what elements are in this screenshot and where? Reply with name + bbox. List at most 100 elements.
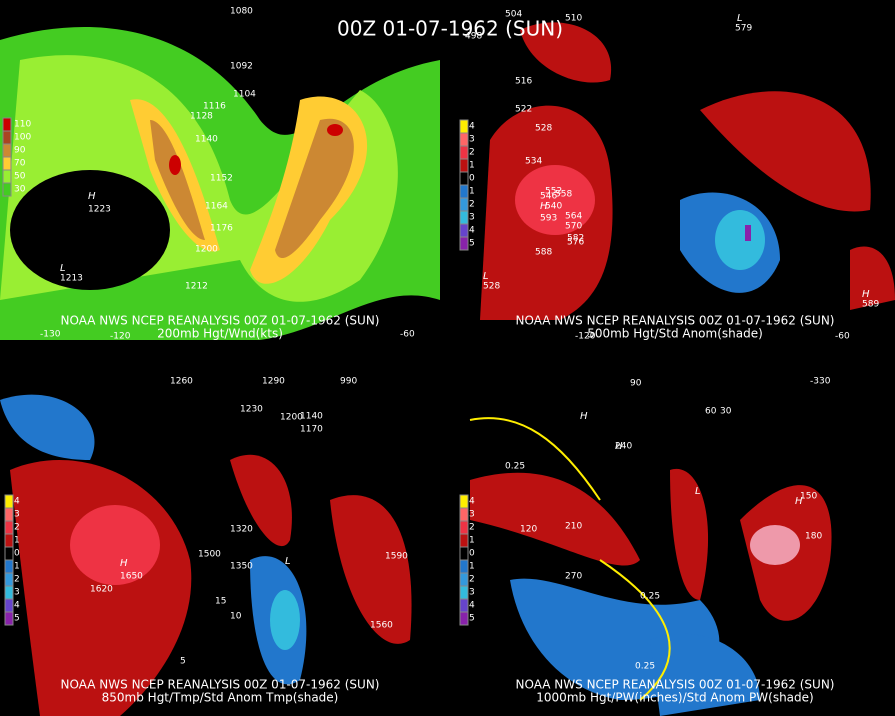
contour-label: H [615, 441, 623, 452]
contour-label: 10 [230, 612, 242, 622]
contour-label: H [580, 411, 588, 422]
legend-swatch [4, 559, 14, 574]
legend-swatch [2, 130, 12, 145]
contour-label: -60 [835, 332, 850, 342]
panel-caption: 1000mb Hgt/PW(inches)/Std Anom PW(shade) [536, 691, 813, 705]
contour-label: 1590 [385, 552, 408, 562]
legend-swatch [459, 119, 469, 134]
legend-label: 3 [14, 588, 20, 598]
contour-label: H [120, 558, 128, 569]
contour-label: 1350 [230, 562, 253, 572]
legend-swatch [459, 546, 469, 561]
contour-label: 1290 [262, 377, 285, 387]
legend-label: 3 [469, 213, 475, 223]
contour-label: 1213 [60, 274, 83, 284]
legend-swatch [2, 117, 12, 132]
legend-swatch [4, 572, 14, 587]
legend-swatch [459, 533, 469, 548]
legend-swatch [459, 132, 469, 147]
contour-label: L [285, 556, 291, 567]
contour-label: 552 [545, 187, 562, 197]
legend-label: 0 [14, 549, 20, 559]
legend-label: 1 [14, 562, 20, 572]
contour-label: 504 [505, 10, 522, 20]
contour-label: 150 [800, 492, 817, 502]
legend-swatch [4, 598, 14, 613]
contour-label: L [737, 13, 743, 24]
legend-label: 1 [469, 187, 475, 197]
panel-4-art [455, 375, 895, 716]
legend-label: 1 [14, 536, 20, 546]
legend-swatch [4, 520, 14, 535]
contour-label: 498 [465, 32, 482, 42]
contour-label: 593 [540, 214, 557, 224]
legend-swatch [4, 494, 14, 509]
legend-label: 3 [14, 510, 20, 520]
legend-label: 3 [469, 588, 475, 598]
contour-label: 570 [565, 222, 582, 232]
contour-label: 1500 [198, 550, 221, 560]
contour-label: 528 [535, 124, 552, 134]
legend-swatch [459, 145, 469, 160]
legend-label: 0 [469, 549, 475, 559]
legend-label: 5 [469, 239, 475, 249]
legend-swatch [4, 533, 14, 548]
legend-label: 90 [14, 146, 26, 156]
legend-swatch [459, 210, 469, 225]
legend-swatch [4, 611, 14, 626]
contour-label: H [795, 496, 803, 507]
contour-label: L [695, 486, 701, 497]
contour-label: 564 [565, 212, 582, 222]
contour-label: 1212 [185, 282, 208, 292]
contour-label: 0.25 [505, 462, 525, 472]
legend-label: 2 [14, 523, 20, 533]
legend-label: 4 [469, 122, 475, 132]
contour-label: 1320 [230, 525, 253, 535]
contour-label: 1176 [210, 224, 233, 234]
panel-caption: 850mb Hgt/Tmp/Std Anom Tmp(shade) [102, 691, 339, 705]
legend-swatch [4, 585, 14, 600]
contour-label: 510 [565, 14, 582, 24]
contour-label: H [862, 289, 870, 300]
contour-label: L [60, 263, 66, 274]
legend-swatch [459, 611, 469, 626]
contour-label: 120 [520, 525, 537, 535]
legend-label: 2 [469, 575, 475, 585]
contour-label: 576 [567, 238, 584, 248]
legend-label: 4 [469, 226, 475, 236]
contour-label: 5 [180, 657, 186, 667]
contour-label: 1200 [280, 413, 303, 423]
legend-label: 5 [469, 614, 475, 624]
contour-label: -130 [40, 330, 61, 340]
legend-label: 1 [469, 161, 475, 171]
contour-label: 1152 [210, 174, 233, 184]
contour-label: 240 [615, 442, 632, 452]
legend-label: 2 [469, 200, 475, 210]
panel-1-art [0, 0, 440, 341]
legend-swatch [2, 143, 12, 158]
contour-label: 522 [515, 105, 532, 115]
contour-label: 579 [735, 24, 752, 34]
legend-swatch [459, 223, 469, 238]
legend-swatch [459, 236, 469, 251]
contour-label: -120 [110, 332, 131, 342]
panel-2-art [455, 0, 895, 340]
contour-label: 1223 [88, 205, 111, 215]
contour-label: 1560 [370, 621, 393, 631]
legend-swatch [459, 158, 469, 173]
contour-label: 0.25 [640, 592, 660, 602]
contour-label: -120 [575, 332, 596, 342]
contour-label: 589 [862, 300, 879, 310]
legend-label: 4 [469, 601, 475, 611]
legend-label: 100 [14, 133, 31, 143]
legend-label: 5 [14, 614, 20, 624]
legend-label: 70 [14, 159, 26, 169]
source-caption: NOAA NWS NCEP REANALYSIS 00Z 01-07-1962 … [61, 314, 380, 328]
legend-swatch [4, 507, 14, 522]
legend-label: 2 [469, 148, 475, 158]
